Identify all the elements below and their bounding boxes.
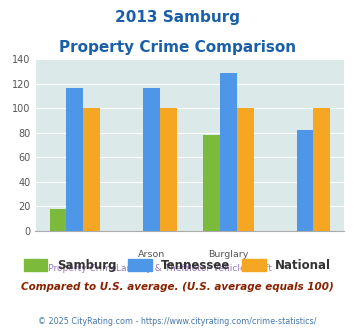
Bar	[313, 109, 330, 231]
Text: Larceny & Theft: Larceny & Theft	[115, 264, 188, 273]
Bar	[203, 135, 220, 231]
Bar	[143, 87, 160, 231]
Bar	[296, 130, 313, 231]
Text: Property Crime Comparison: Property Crime Comparison	[59, 40, 296, 54]
Text: Burglary: Burglary	[208, 250, 248, 259]
Bar	[237, 109, 253, 231]
Bar	[50, 209, 66, 231]
Bar	[220, 73, 237, 231]
Bar	[83, 109, 100, 231]
Bar	[66, 87, 83, 231]
Bar	[160, 109, 177, 231]
Text: Compared to U.S. average. (U.S. average equals 100): Compared to U.S. average. (U.S. average …	[21, 282, 334, 292]
Text: All Property Crime: All Property Crime	[34, 264, 116, 273]
Text: © 2025 CityRating.com - https://www.cityrating.com/crime-statistics/: © 2025 CityRating.com - https://www.city…	[38, 317, 317, 326]
Text: Motor Vehicle Theft: Motor Vehicle Theft	[184, 264, 272, 273]
Legend: Samburg, Tennessee, National: Samburg, Tennessee, National	[18, 253, 337, 278]
Text: Arson: Arson	[138, 250, 165, 259]
Text: 2013 Samburg: 2013 Samburg	[115, 10, 240, 25]
